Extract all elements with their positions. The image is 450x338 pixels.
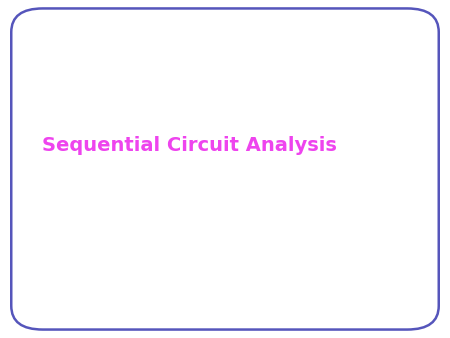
Text: Sequential Circuit Analysis: Sequential Circuit Analysis: [41, 136, 337, 155]
FancyBboxPatch shape: [11, 8, 439, 330]
